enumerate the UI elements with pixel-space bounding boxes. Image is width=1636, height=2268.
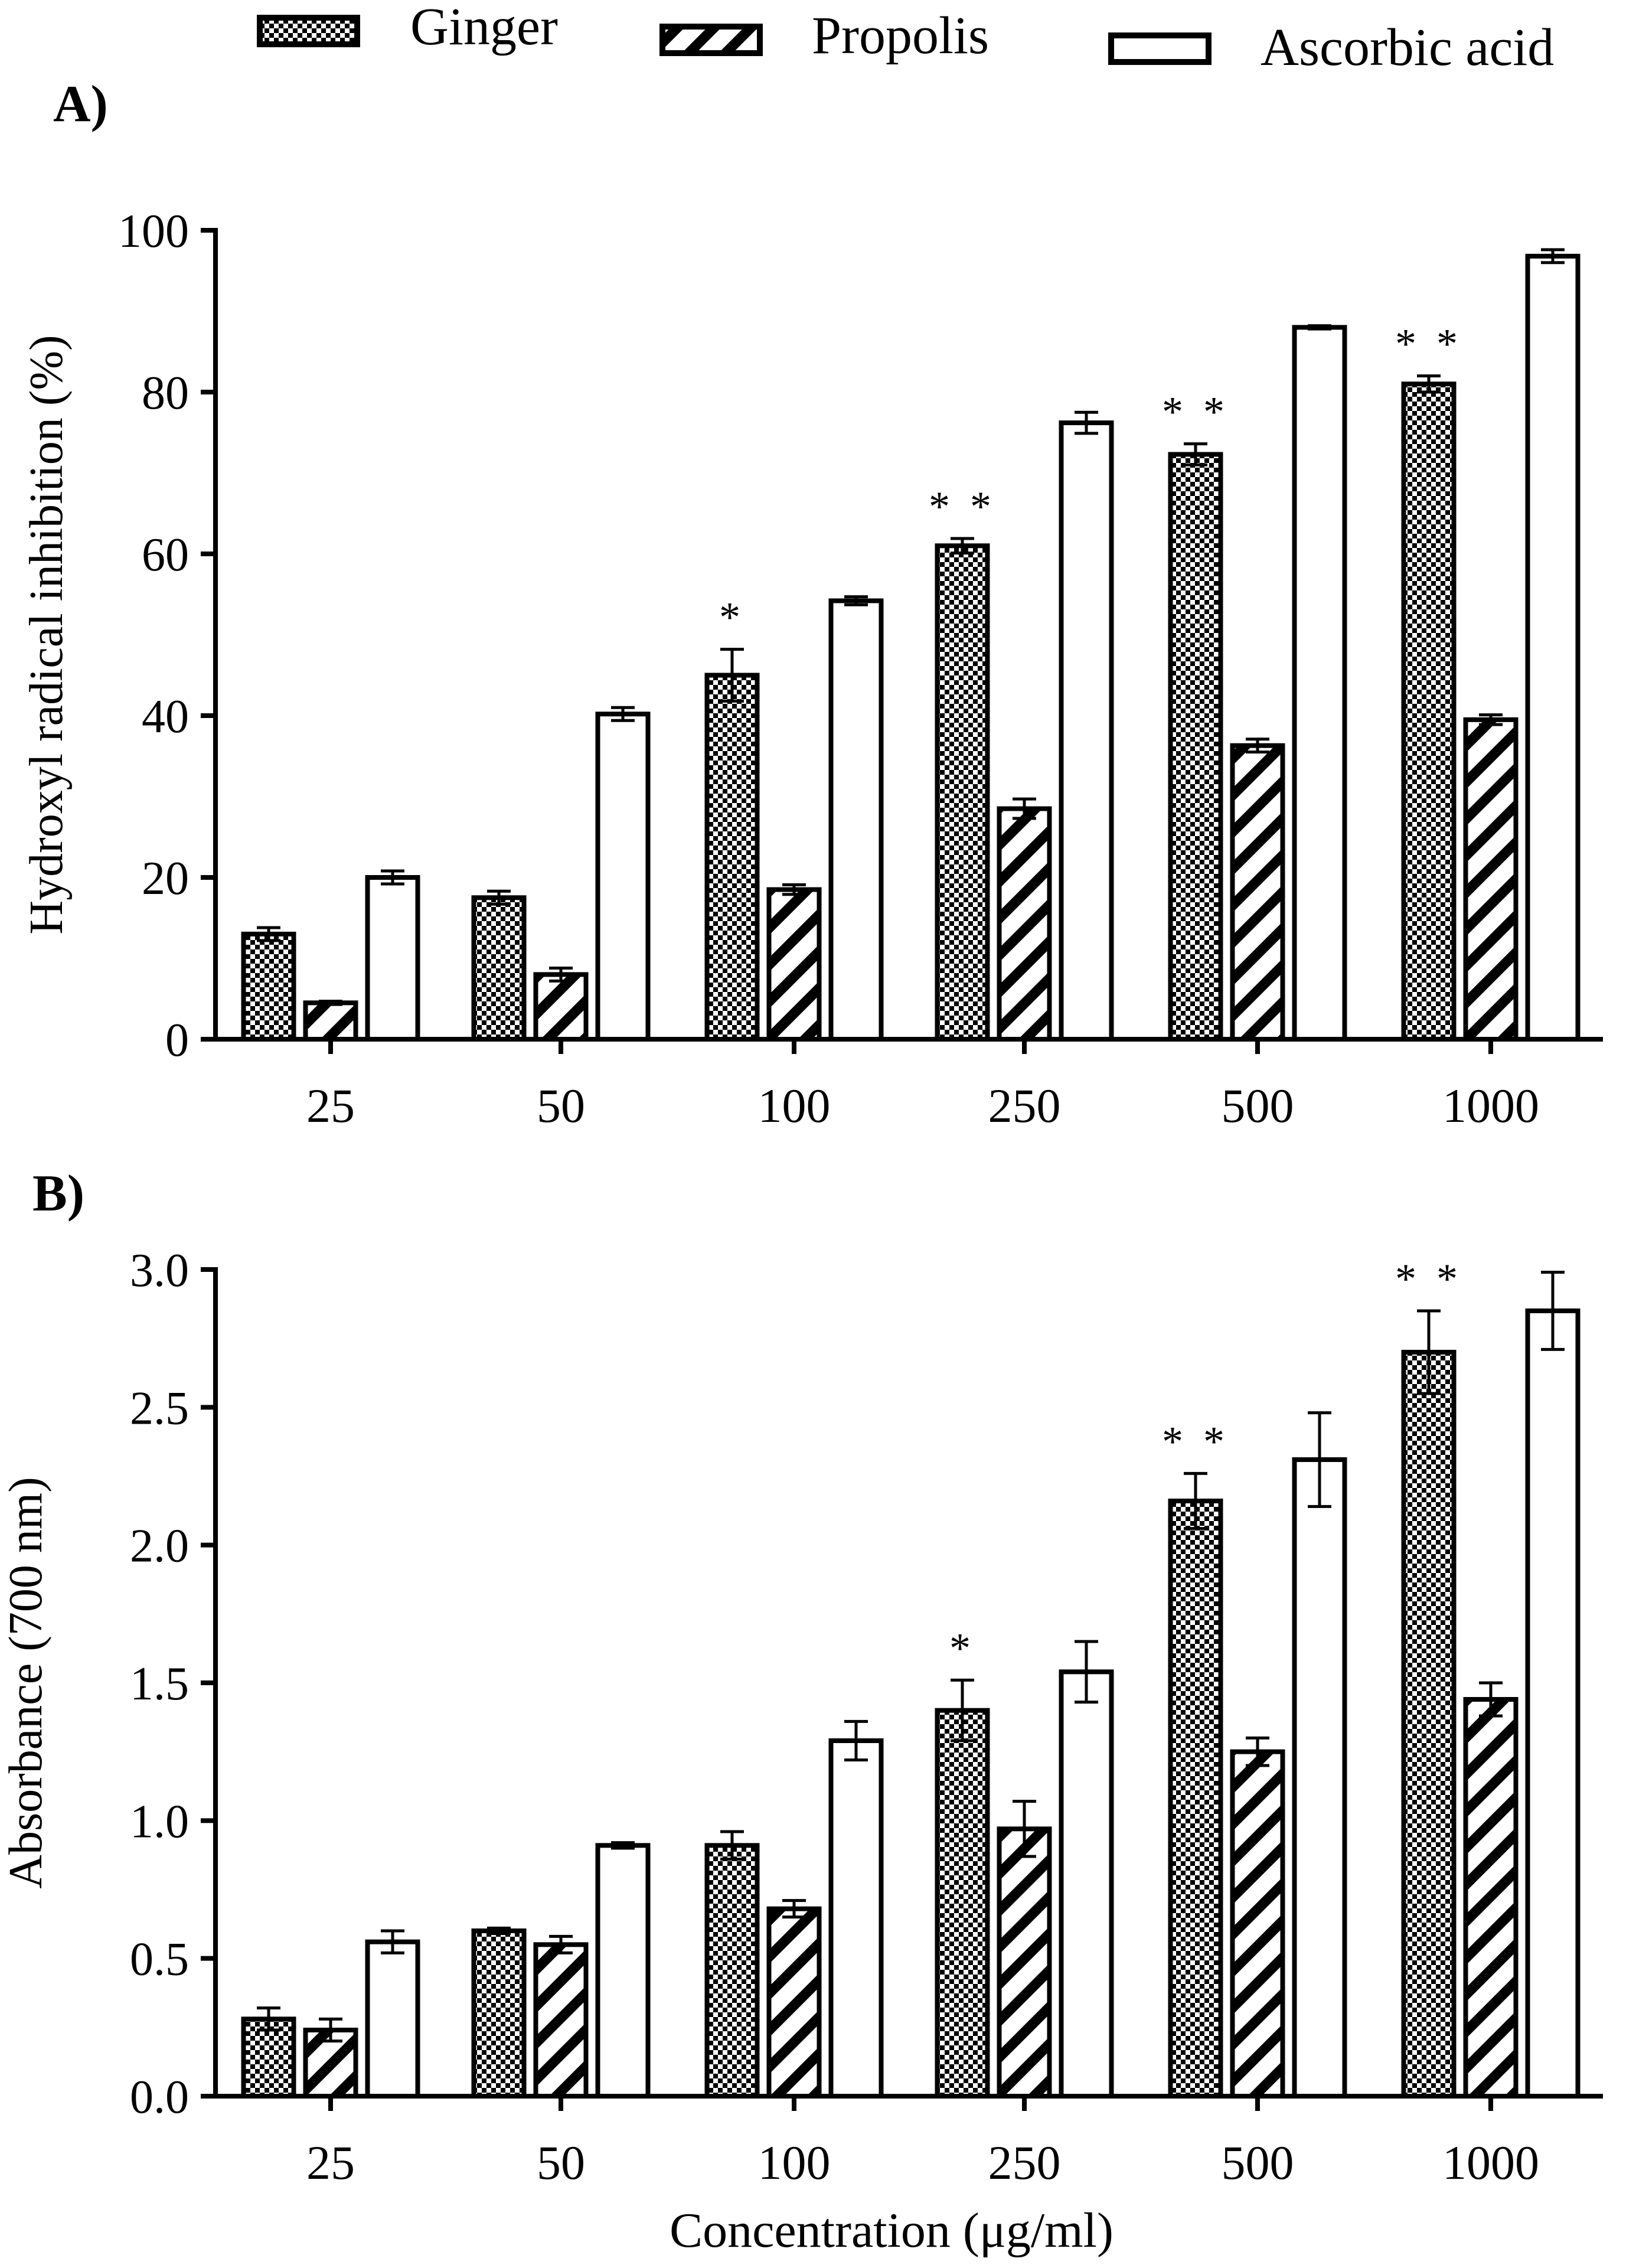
bar-ginger <box>935 1708 990 2099</box>
bar-propolis <box>997 1826 1052 2099</box>
bar-ginger <box>471 895 527 1042</box>
legend-label-propolis: Propolis <box>812 6 989 65</box>
significance-marker: * <box>719 594 745 641</box>
significance-marker: * <box>949 1624 975 1672</box>
bar-ginger <box>1168 1499 1223 2099</box>
x-tick-label: 500 <box>1222 2136 1294 2189</box>
legend-label-ginger: Ginger <box>410 0 558 56</box>
bar-ascorbic-acid <box>1292 325 1347 1042</box>
bar-ginger <box>704 1843 760 2099</box>
bar-ginger <box>935 543 990 1042</box>
y-tick-label: 1.0 <box>130 1796 189 1848</box>
bar-ginger <box>704 673 760 1042</box>
x-tick-label: 1000 <box>1442 1079 1539 1133</box>
y-tick-label: 40 <box>142 691 189 743</box>
significance-marker: * * <box>929 483 996 530</box>
bar-propolis <box>1463 717 1519 1042</box>
bar-ascorbic-acid <box>365 875 420 1042</box>
legend-label-ascorbic-acid: Ascorbic acid <box>1261 18 1554 77</box>
legend: Ginger Propolis Ascorbic acid <box>257 0 1554 77</box>
bar-propolis <box>997 806 1052 1042</box>
x-axis-label: Concentration (μg/ml) <box>670 2203 1113 2258</box>
bar-propolis <box>766 1906 822 2099</box>
bar-ascorbic-acid <box>595 1843 651 2099</box>
bar-propolis <box>1230 743 1285 1042</box>
bar-propolis <box>303 1000 358 1042</box>
y-tick-label: 20 <box>142 853 189 905</box>
bar-propolis <box>766 887 822 1042</box>
bar-ginger <box>1168 452 1223 1042</box>
x-tick-label: 50 <box>537 2136 585 2189</box>
bar-propolis <box>533 1942 589 2099</box>
x-tick-label: 25 <box>306 1079 355 1133</box>
bar-ascorbic-acid <box>1292 1457 1347 2099</box>
significance-marker: * * <box>1162 1418 1229 1465</box>
x-tick-label: 250 <box>988 1079 1061 1133</box>
bar-ginger <box>471 1928 527 2099</box>
bar-propolis <box>533 972 589 1042</box>
legend-swatch-propolis <box>659 24 763 56</box>
bar-ascorbic-acid <box>828 598 884 1042</box>
legend-swatch-ascorbic-acid <box>1108 32 1212 65</box>
significance-marker: * * <box>1162 389 1229 436</box>
panel-label: A) <box>53 76 108 133</box>
x-tick-label: 25 <box>306 2136 355 2189</box>
bar-ascorbic-acid <box>1525 253 1581 1042</box>
x-tick-label: 100 <box>758 2136 831 2189</box>
bar-ginger <box>1401 381 1457 1042</box>
bar-ascorbic-acid <box>828 1738 884 2099</box>
y-axis-label: Hydroxyl radical inhibition (%) <box>21 335 73 934</box>
y-tick-label: 0.0 <box>130 2071 189 2123</box>
bar-ascorbic-acid <box>595 712 651 1042</box>
bar-ascorbic-acid <box>1525 1308 1581 2099</box>
y-tick-label: 0 <box>165 1014 189 1066</box>
x-tick-label: 1000 <box>1442 2136 1539 2189</box>
panel-b: B) 0.0 0.5 1.0 1.5 2.0 2.5 3.0 25 50 100 250 500 1000… <box>0 1165 1603 2258</box>
panel-label: B) <box>32 1165 84 1222</box>
bar-propolis <box>1230 1749 1285 2099</box>
bar-ginger <box>1401 1350 1457 2099</box>
y-tick-label: 60 <box>142 529 189 581</box>
y-axis-label: Absorbance (700 nm) <box>0 1477 52 1889</box>
x-tick-label: 250 <box>988 2136 1061 2189</box>
x-tick-label: 500 <box>1222 1079 1294 1133</box>
bar-ginger <box>241 2016 296 2099</box>
y-tick-label: 80 <box>142 367 189 419</box>
legend-swatch-ginger <box>257 15 360 47</box>
y-tick-label: 1.5 <box>130 1658 189 1710</box>
bar-ascorbic-acid <box>365 1939 420 2099</box>
bar-ginger <box>241 931 296 1042</box>
y-tick-label: 3.0 <box>130 1245 189 1297</box>
bar-ascorbic-acid <box>1059 1669 1114 2099</box>
x-tick-label: 50 <box>537 1079 585 1133</box>
y-tick-label: 0.5 <box>130 1934 189 1986</box>
significance-marker: * * <box>1395 1255 1462 1303</box>
panel-a: A) 0 20 40 60 80 100 25 50 100 250 500 1000 * * * * * * … <box>21 76 1603 1133</box>
significance-marker: * * <box>1395 321 1462 368</box>
bar-propolis <box>1463 1697 1519 2099</box>
y-tick-label: 2.0 <box>130 1520 189 1572</box>
y-tick-label: 2.5 <box>130 1382 189 1434</box>
y-tick-label: 100 <box>118 205 189 257</box>
bar-ascorbic-acid <box>1059 420 1114 1042</box>
x-tick-label: 100 <box>758 1079 831 1133</box>
